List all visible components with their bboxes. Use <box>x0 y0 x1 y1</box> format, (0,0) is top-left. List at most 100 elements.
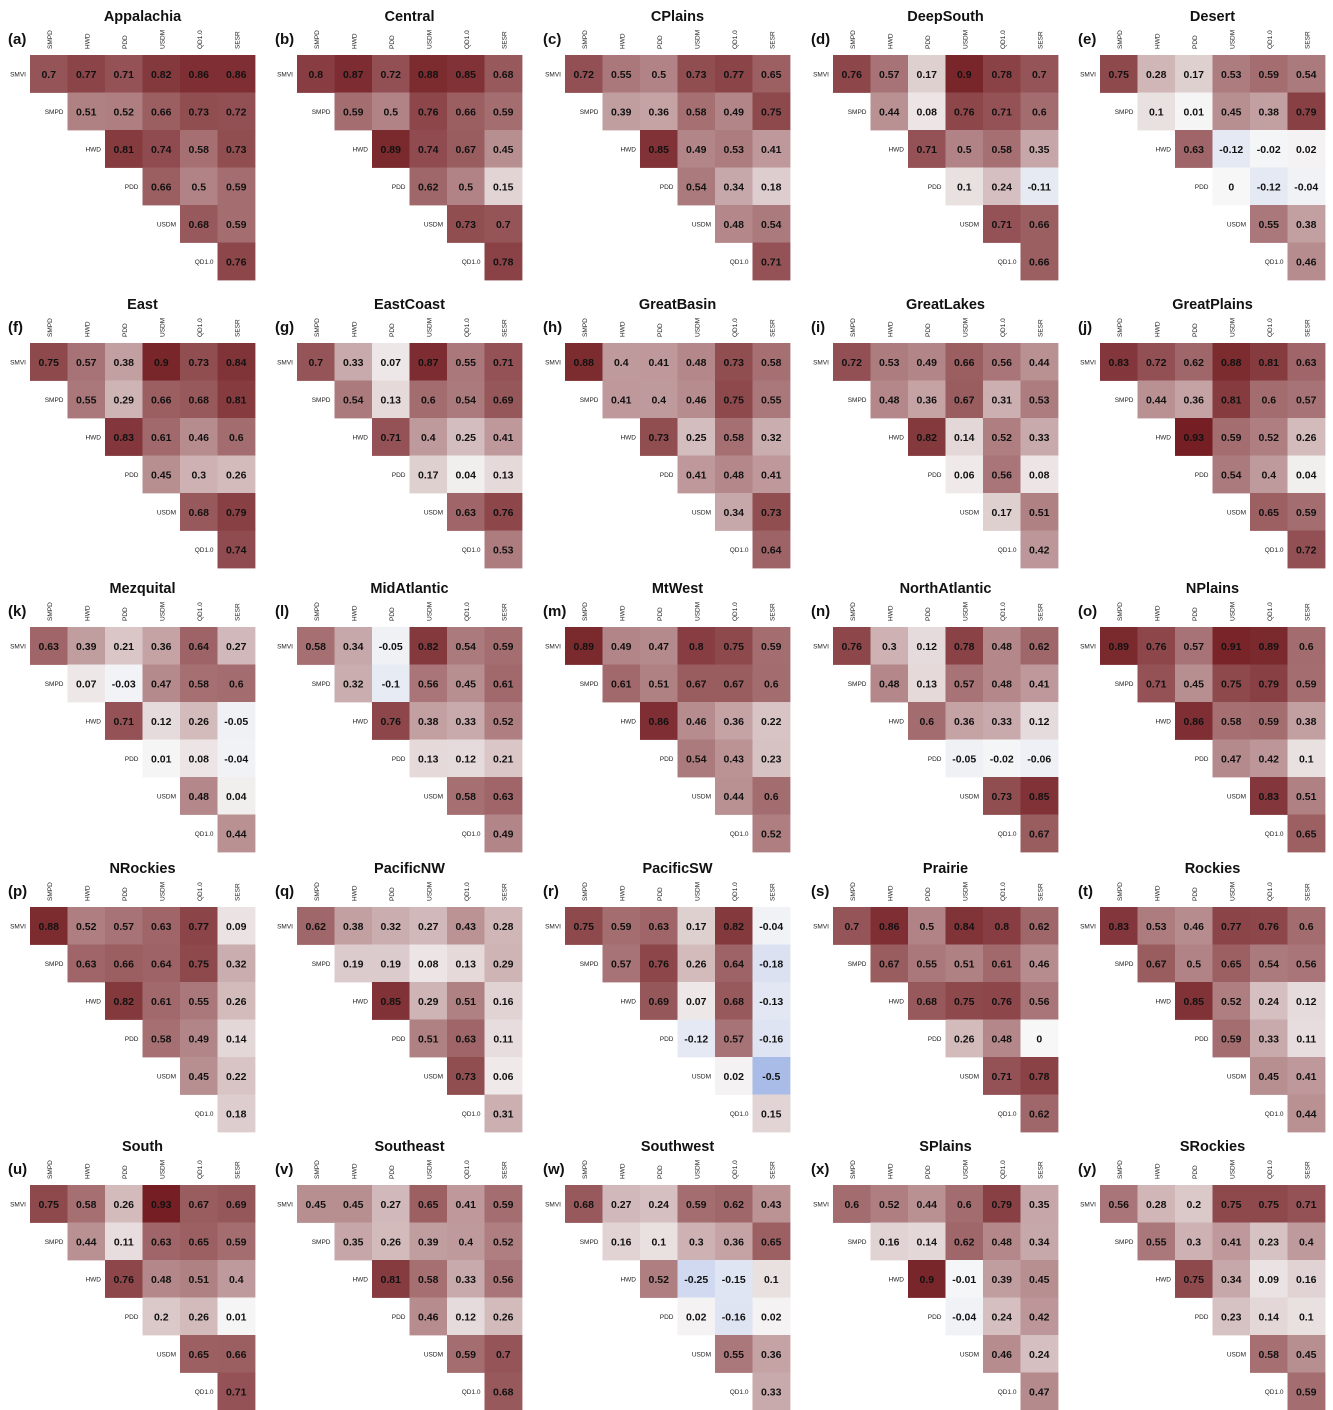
cell-value: 0.33 <box>992 716 1013 728</box>
cell-value: 0.48 <box>992 641 1013 653</box>
heatmap-cell <box>334 907 373 945</box>
cell-value: 0.66 <box>1029 219 1050 231</box>
heatmap-cell <box>752 627 791 665</box>
heatmap-cell <box>1250 982 1288 1020</box>
row-label-pdd: PDD <box>392 184 406 191</box>
heatmap-cell <box>217 130 256 168</box>
heatmap-cell <box>142 739 181 778</box>
heatmap-cell <box>1212 92 1251 131</box>
heatmap-cell <box>945 92 984 131</box>
cell-value: 0.07 <box>381 357 402 369</box>
cell-value: 0.66 <box>114 958 135 970</box>
col-label-pdd: PDD <box>122 1165 129 1179</box>
heatmap-cell <box>1020 907 1059 945</box>
row-label-pdd: PDD <box>125 184 139 191</box>
cell-value: 0.02 <box>724 1071 745 1083</box>
row-label-hwd: HWD <box>352 1276 368 1283</box>
cell-value: 0.46 <box>992 1349 1013 1361</box>
heatmap-cell <box>983 205 1021 243</box>
col-label-usdm: USDM <box>694 1160 701 1179</box>
row-label-smvi: SMVI <box>277 71 293 78</box>
heatmap-cell <box>1175 343 1213 381</box>
cell-value: 0.45 <box>306 1199 327 1211</box>
cell-value: -0.11 <box>1028 181 1052 193</box>
heatmap-cell <box>1287 1260 1326 1298</box>
cell-value: 0.29 <box>418 996 439 1008</box>
cell-value: 0.39 <box>611 106 632 118</box>
cell-value: 0.45 <box>189 1071 210 1083</box>
cell-value: 0.66 <box>954 357 975 369</box>
panel-eastcoast: EastCoast (g) SMPD HWD PDD USDM QD1.0 SESR SMVI 0… <box>275 297 523 569</box>
heatmap-cell <box>983 1057 1021 1095</box>
heatmap-cell <box>67 343 106 381</box>
heatmap-cell <box>409 92 448 131</box>
cell-value: 0.23 <box>1221 1311 1242 1323</box>
cell-value: 0.45 <box>1221 106 1242 118</box>
heatmap-cell <box>180 664 218 703</box>
heatmap-cell <box>1287 205 1326 243</box>
heatmap-cell <box>484 907 523 945</box>
cell-value: 0.85 <box>649 144 670 156</box>
cell-value: 0.55 <box>761 394 782 406</box>
heatmap-cell <box>677 982 716 1020</box>
cell-value: 0.59 <box>686 1199 707 1211</box>
cell-value: 0.47 <box>1221 753 1242 765</box>
row-label-pdd: PDD <box>660 1314 674 1321</box>
panel-title: GreatLakes <box>906 297 985 313</box>
row-label-smvi: SMVI <box>1080 71 1096 78</box>
cell-value: 0.62 <box>724 1199 745 1211</box>
panel-title: Rockies <box>1185 861 1241 877</box>
cell-value: 0.67 <box>456 144 477 156</box>
heatmap-cell <box>677 1185 716 1223</box>
col-label-pdd: PDD <box>389 35 396 49</box>
cell-value: 0.71 <box>114 69 135 81</box>
heatmap-cell <box>715 1057 753 1095</box>
cell-value: 0.78 <box>954 641 975 653</box>
heatmap-cell <box>945 167 984 206</box>
cell-value: 0.55 <box>76 394 97 406</box>
cell-value: 0.48 <box>992 678 1013 690</box>
cell-value: 0.85 <box>381 996 402 1008</box>
cell-value: 0.19 <box>381 958 402 970</box>
heatmap-cell <box>217 1372 256 1410</box>
col-label-sesr: SESR <box>769 883 776 901</box>
heatmap-cell <box>1287 55 1326 93</box>
heatmap-cell <box>447 1335 485 1373</box>
heatmap-cell <box>833 343 871 381</box>
heatmap-cell <box>1250 1335 1288 1373</box>
heatmap-cell <box>602 55 641 93</box>
heatmap-cell <box>1287 1094 1326 1133</box>
heatmap-cell <box>752 907 791 945</box>
cell-value: 0.13 <box>418 753 439 765</box>
heatmap-cell <box>409 1297 448 1336</box>
cell-value: 0.52 <box>76 921 97 933</box>
cell-value: 0.86 <box>879 921 900 933</box>
heatmap-cell <box>715 493 753 531</box>
panel-greatbasin: GreatBasin (h) SMPD HWD PDD USDM QD1.0 SESR SMVI… <box>543 297 791 569</box>
cell-value: 0.49 <box>917 357 938 369</box>
cell-value: 0.09 <box>226 921 247 933</box>
heatmap-cell <box>677 627 716 665</box>
row-label-pdd: PDD <box>928 472 942 479</box>
col-label-usdm: USDM <box>159 602 166 621</box>
row-label-smvi: SMVI <box>10 923 26 930</box>
row-label-usdm: USDM <box>692 1351 711 1358</box>
heatmap-cell <box>372 982 410 1020</box>
panel-srockies: SRockies (y) SMPD HWD PDD USDM QD1.0 SESR SMVI 0.… <box>1078 1139 1326 1410</box>
cell-value: 0.01 <box>151 753 172 765</box>
heatmap-cell <box>1287 777 1326 815</box>
heatmap-cell <box>217 493 256 531</box>
heatmap-cell <box>1250 777 1288 815</box>
heatmap-cell <box>752 982 791 1020</box>
cell-value: 0.62 <box>1029 921 1050 933</box>
row-label-usdm: USDM <box>424 221 443 228</box>
heatmap-cell <box>1175 664 1213 703</box>
heatmap-cell <box>484 1019 523 1058</box>
panel-letter: (w) <box>543 1161 565 1178</box>
heatmap-cell <box>677 455 716 494</box>
cell-value: 0.33 <box>343 357 364 369</box>
heatmap-cell <box>677 944 716 983</box>
heatmap-cell <box>752 55 791 93</box>
col-label-sesr: SESR <box>234 31 241 49</box>
col-label-qd10: QD1.0 <box>732 602 739 621</box>
